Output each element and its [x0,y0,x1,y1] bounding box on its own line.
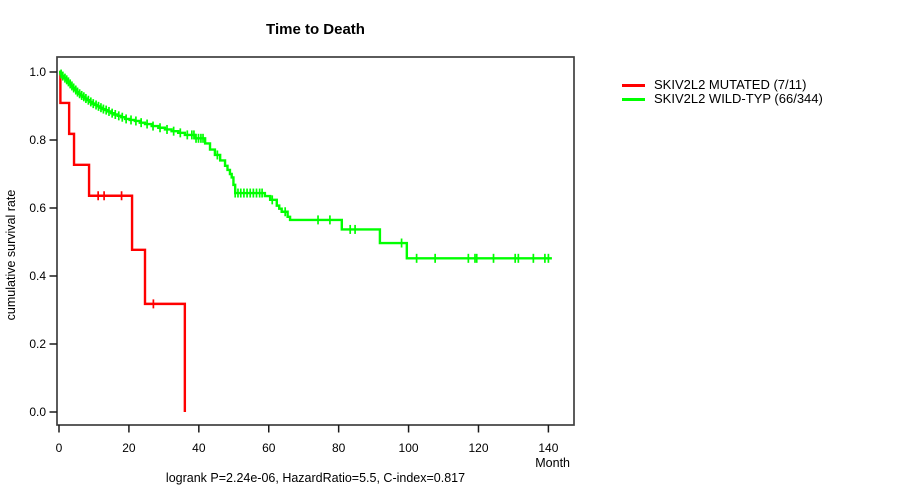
x-tick-label: 0 [56,441,63,455]
x-tick-label: 80 [332,441,346,455]
legend-item-wildtype: SKIV2L2 WILD-TYP (66/344) [622,92,823,106]
legend-label-wildtype: SKIV2L2 WILD-TYP (66/344) [654,91,823,106]
legend-line-wildtype-icon [622,97,645,101]
series-0-group [59,70,187,412]
x-tick-label: 100 [399,441,419,455]
y-tick-label: 0.6 [29,201,46,215]
stats-caption: logrank P=2.24e-06, HazardRatio=5.5, C-i… [165,471,466,485]
x-tick-label: 120 [468,441,488,455]
y-axis-label: cumulative survival rate [4,189,18,321]
series-0-curve [59,70,187,412]
y-tick-label: 1.0 [29,65,46,79]
x-axis-label: Month [535,456,570,470]
y-tick-label: 0.0 [29,405,46,419]
legend-line-mutated-icon [622,83,645,87]
x-axis: 0 20 40 60 80 100 120 140 [56,425,559,455]
x-tick-label: 20 [122,441,136,455]
chart-title: Time to Death [266,21,365,38]
legend-item-mutated: SKIV2L2 MUTATED (7/11) [622,78,823,92]
plot-box [56,56,575,426]
legend-label-mutated: SKIV2L2 MUTATED (7/11) [654,77,807,92]
x-tick-label: 60 [262,441,276,455]
series-1-group [59,69,552,263]
y-tick-label: 0.8 [29,133,46,147]
x-tick-label: 40 [192,441,206,455]
legend: SKIV2L2 MUTATED (7/11) SKIV2L2 WILD-TYP … [622,78,823,106]
x-tick-label: 140 [538,441,558,455]
y-tick-label: 0.2 [29,337,46,351]
y-axis: 0.0 0.2 0.4 0.6 0.8 1.0 [29,65,57,419]
y-tick-label: 0.4 [29,269,46,283]
